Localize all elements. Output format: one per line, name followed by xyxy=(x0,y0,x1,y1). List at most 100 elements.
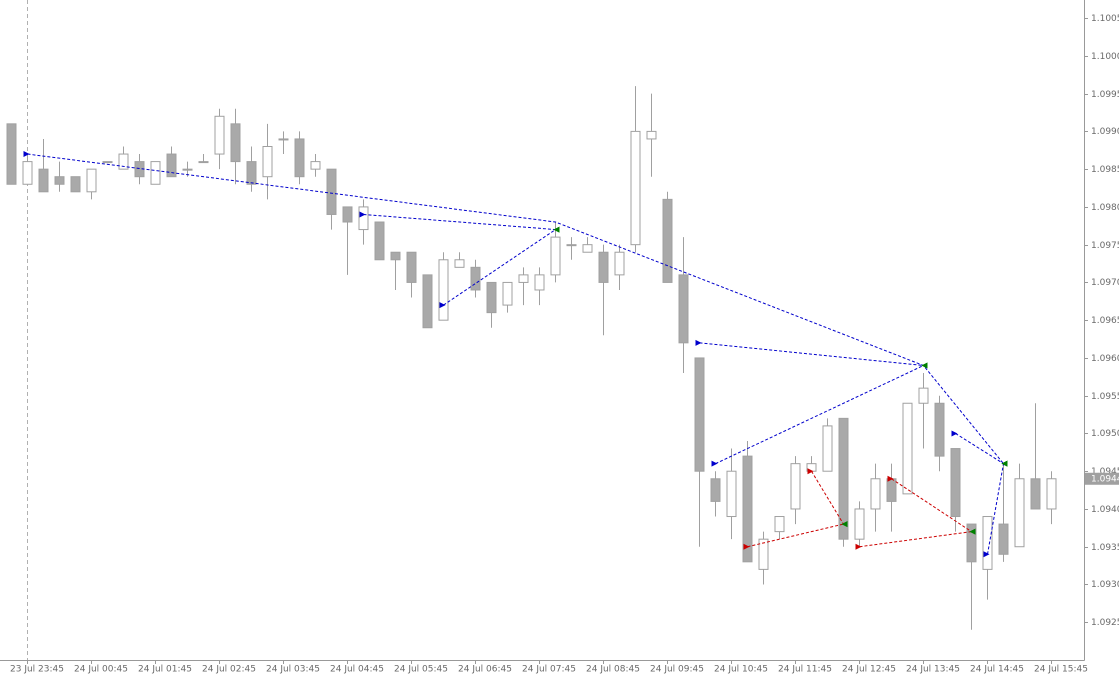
trade-line xyxy=(811,470,844,525)
trade-open-arrow xyxy=(359,211,366,218)
trade-line xyxy=(955,433,1004,465)
trade-open-arrow xyxy=(23,151,30,158)
candle-body xyxy=(390,251,401,261)
trade-open-arrow xyxy=(855,543,862,550)
candle-body xyxy=(566,244,577,247)
candle-body xyxy=(774,516,785,533)
trade-close-arrow xyxy=(1001,460,1008,467)
trade-line xyxy=(747,523,844,548)
candle-body xyxy=(534,274,545,291)
candle-body xyxy=(38,168,49,193)
trade-line xyxy=(891,478,972,533)
x-tick-label: 24 Jul 03:45 xyxy=(266,665,320,674)
candle-body xyxy=(294,138,305,178)
candle-body xyxy=(934,402,945,457)
x-tick-label: 24 Jul 11:45 xyxy=(778,665,832,674)
x-tick-label: 24 Jul 07:45 xyxy=(522,665,576,674)
y-tick-label: 1.0960 xyxy=(1091,354,1119,364)
candle-body xyxy=(870,478,881,510)
y-tick-label: 1.0965 xyxy=(1091,316,1119,326)
trade-open-arrow xyxy=(439,302,446,309)
candle-body xyxy=(822,425,833,472)
candle-body xyxy=(262,145,273,178)
trade-close-arrow xyxy=(553,226,560,233)
candle-body xyxy=(150,161,161,185)
trade-line xyxy=(987,463,1004,555)
x-tick-label: 24 Jul 10:45 xyxy=(714,665,768,674)
y-tick-label: 1.0930 xyxy=(1091,580,1119,590)
trade-open-arrow xyxy=(887,475,894,482)
candle-body xyxy=(1014,478,1025,548)
candle-body xyxy=(550,236,561,276)
trade-line xyxy=(27,153,1004,464)
last-price-box xyxy=(1085,472,1119,485)
candle-body xyxy=(838,417,849,540)
candle-body xyxy=(630,130,641,246)
y-tick-label: 1.0950 xyxy=(1091,429,1119,439)
candle-body xyxy=(470,266,481,291)
candle-body xyxy=(358,206,369,231)
candle-body xyxy=(1046,478,1057,510)
x-tick-label: 24 Jul 13:45 xyxy=(906,665,960,674)
candle-body xyxy=(374,221,385,261)
last-price-label: 1.0944 xyxy=(1091,474,1119,484)
candle-body xyxy=(918,387,929,404)
candle-body xyxy=(998,523,1009,555)
trade-open-arrow xyxy=(807,468,814,475)
x-tick-label: 24 Jul 02:45 xyxy=(202,665,256,674)
trade-line xyxy=(443,229,556,306)
candle-body xyxy=(758,538,769,570)
candle-body xyxy=(646,130,657,140)
trade-line xyxy=(859,531,972,548)
candle-body xyxy=(582,244,593,253)
x-tick-label: 24 Jul 08:45 xyxy=(586,665,640,674)
candle-body xyxy=(182,168,193,171)
y-tick-label: 1.0990 xyxy=(1091,127,1119,137)
y-tick-label: 1.0955 xyxy=(1091,392,1119,402)
y-tick-label: 1.0975 xyxy=(1091,241,1119,251)
y-tick-label: 1.0980 xyxy=(1091,203,1119,213)
trade-line xyxy=(699,342,924,366)
candle-body xyxy=(950,448,961,518)
candle-body xyxy=(678,274,689,344)
candle-body xyxy=(214,115,225,155)
x-tick-label: 24 Jul 01:45 xyxy=(138,665,192,674)
candle-body xyxy=(742,455,753,563)
candle-body xyxy=(6,123,17,185)
candle-body xyxy=(310,161,321,170)
candle-body xyxy=(598,251,609,283)
candle-body xyxy=(198,161,209,164)
y-tick-label: 1.1005 xyxy=(1091,14,1119,24)
candle-body xyxy=(278,138,289,141)
trade-open-arrow xyxy=(695,339,702,346)
candle-body xyxy=(22,161,33,185)
candle-body xyxy=(1030,478,1041,510)
candle-body xyxy=(246,161,257,185)
candle-body xyxy=(118,153,129,170)
x-tick-label: 24 Jul 15:45 xyxy=(1034,665,1088,674)
x-tick-label: 24 Jul 04:45 xyxy=(330,665,384,674)
candle-body xyxy=(966,523,977,563)
x-tick-label: 24 Jul 00:45 xyxy=(74,665,128,674)
trade-close-arrow xyxy=(841,521,848,528)
x-tick-label: 24 Jul 05:45 xyxy=(394,665,448,674)
x-tick-label: 24 Jul 06:45 xyxy=(458,665,512,674)
candle-body xyxy=(438,259,449,321)
y-tick-label: 1.0925 xyxy=(1091,618,1119,628)
y-tick-label: 1.0935 xyxy=(1091,543,1119,553)
candle-body xyxy=(54,176,65,185)
y-tick-label: 1.1000 xyxy=(1091,52,1119,62)
candle-body xyxy=(86,168,97,193)
candle-body xyxy=(614,251,625,276)
y-tick-label: 1.0985 xyxy=(1091,165,1119,175)
candle-body xyxy=(726,470,737,518)
candle-body xyxy=(694,357,705,472)
candle-body xyxy=(854,508,865,540)
candle-body xyxy=(502,281,513,306)
x-tick-label: 23 Jul 23:45 xyxy=(10,665,64,674)
candle-body xyxy=(342,206,353,223)
y-tick-label: 1.0940 xyxy=(1091,505,1119,515)
trade-open-arrow xyxy=(951,430,958,437)
candle-body xyxy=(406,251,417,283)
